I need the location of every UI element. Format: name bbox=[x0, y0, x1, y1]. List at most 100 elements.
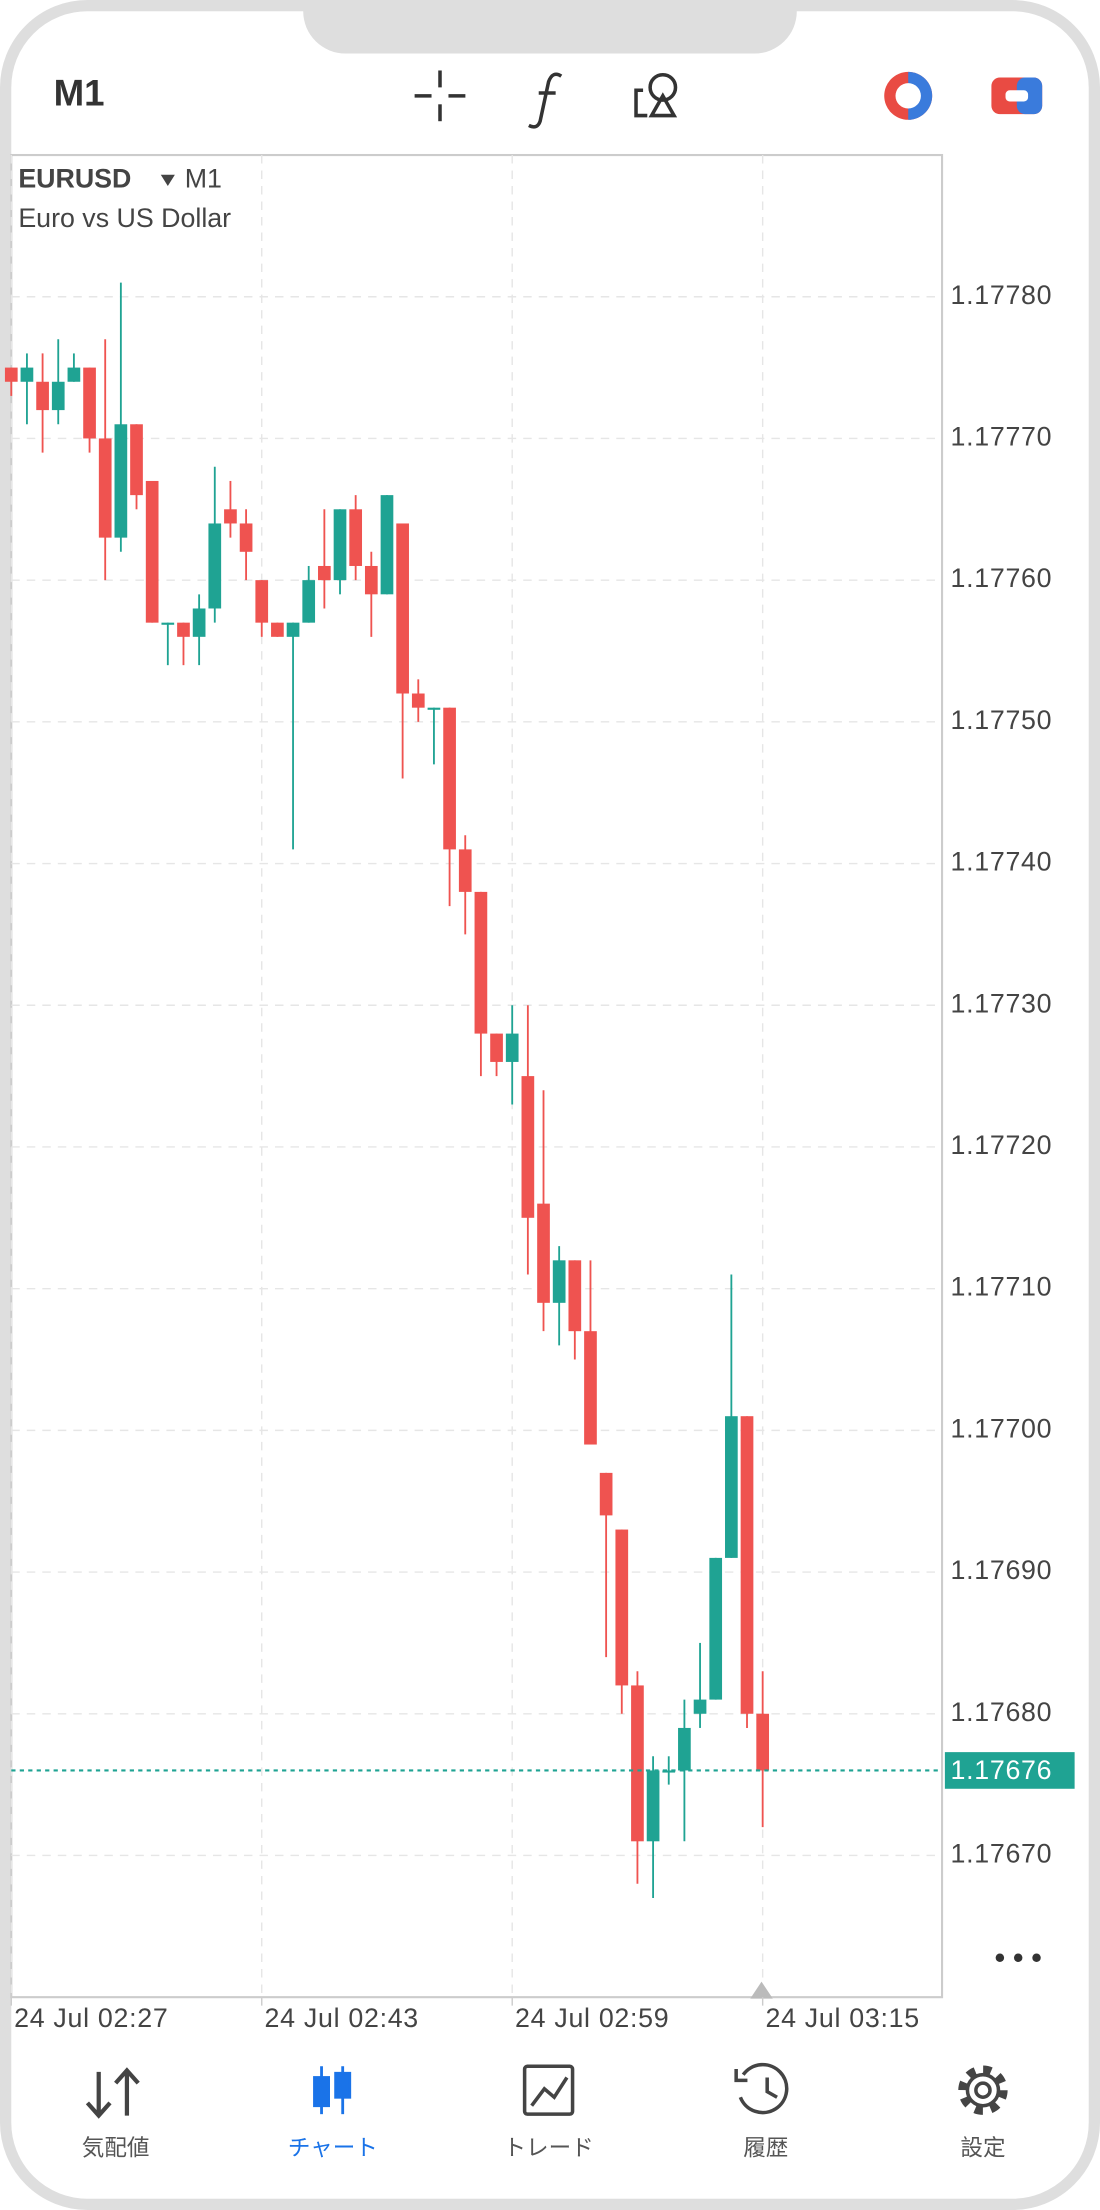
trade-tab-icon bbox=[522, 2064, 575, 2116]
candle bbox=[740, 1416, 754, 1728]
candle-body bbox=[4, 367, 18, 382]
x-tick-label: 24 Jul 03:15 bbox=[765, 2003, 919, 2033]
candle bbox=[443, 707, 456, 907]
candle bbox=[114, 282, 128, 552]
tab-label[interactable]: 設定 bbox=[960, 2135, 1005, 2160]
shift-marker bbox=[750, 1981, 773, 1999]
candle-body bbox=[302, 580, 316, 623]
candle bbox=[411, 679, 425, 722]
candle bbox=[67, 353, 81, 382]
candle-body bbox=[51, 381, 65, 411]
candle-body bbox=[427, 707, 441, 710]
candle-body bbox=[239, 523, 253, 552]
chart-icon bbox=[313, 2066, 352, 2115]
candle bbox=[302, 565, 316, 623]
one-click-icon[interactable] bbox=[884, 71, 933, 120]
candle-body bbox=[474, 891, 488, 1034]
candle-body bbox=[271, 622, 284, 637]
candle-body bbox=[380, 495, 394, 595]
candle-body bbox=[98, 438, 112, 538]
y-tick-label: 1.17670 bbox=[951, 1839, 1053, 1869]
candle bbox=[224, 480, 237, 538]
candle bbox=[192, 594, 206, 666]
candle-body bbox=[599, 1472, 613, 1516]
candle-body bbox=[709, 1557, 723, 1700]
symbol[interactable]: EURUSD bbox=[18, 163, 131, 193]
candle bbox=[599, 1472, 613, 1658]
symbol-dropdown[interactable] bbox=[160, 174, 175, 187]
notch bbox=[303, 0, 797, 54]
candle bbox=[615, 1529, 629, 1714]
candle-body bbox=[662, 1770, 676, 1773]
y-tick-label: 1.17690 bbox=[951, 1555, 1053, 1585]
candle bbox=[208, 466, 222, 623]
candle-body bbox=[208, 523, 222, 609]
candle-body bbox=[177, 622, 190, 637]
tab-label[interactable]: 気配値 bbox=[82, 2135, 150, 2160]
candle-body bbox=[537, 1203, 550, 1303]
y-tick-label: 1.17770 bbox=[951, 422, 1053, 452]
tab-label[interactable]: チャート bbox=[288, 2135, 378, 2160]
crosshair-icon[interactable] bbox=[414, 70, 466, 122]
candle-body bbox=[584, 1331, 597, 1445]
candle bbox=[51, 339, 65, 425]
candle-body bbox=[318, 565, 331, 581]
trade-icon[interactable] bbox=[991, 77, 1043, 115]
candle-body bbox=[255, 580, 269, 623]
candle bbox=[145, 480, 159, 623]
candle bbox=[271, 622, 284, 637]
candle bbox=[161, 622, 175, 666]
candle bbox=[349, 495, 363, 581]
candle bbox=[693, 1642, 707, 1728]
candle-body bbox=[693, 1699, 707, 1714]
candle-body bbox=[646, 1770, 660, 1842]
plot bbox=[4, 155, 943, 1998]
quotes-icon bbox=[85, 2067, 140, 2119]
current-price-label: 1.17676 bbox=[951, 1755, 1053, 1785]
candle-body bbox=[411, 693, 425, 708]
candle-body bbox=[364, 565, 378, 595]
indicator-icon[interactable] bbox=[528, 72, 563, 129]
candle-body bbox=[725, 1416, 738, 1558]
candle bbox=[364, 551, 378, 637]
candle bbox=[130, 424, 143, 510]
y-tick-label: 1.17710 bbox=[951, 1272, 1053, 1302]
candle bbox=[505, 1005, 519, 1105]
candle bbox=[239, 509, 253, 581]
candle-body bbox=[443, 707, 456, 850]
candle bbox=[709, 1557, 723, 1700]
candle-body bbox=[20, 367, 34, 382]
y-tick-label: 1.17780 bbox=[951, 280, 1053, 310]
candle bbox=[4, 367, 18, 396]
candle bbox=[678, 1699, 691, 1842]
candle bbox=[83, 367, 96, 453]
y-tick-label: 1.17720 bbox=[951, 1130, 1053, 1160]
candle-body bbox=[333, 509, 347, 581]
current-price-badge bbox=[944, 1752, 1075, 1789]
x-tick-label: 24 Jul 02:27 bbox=[14, 2003, 168, 2033]
candle-body bbox=[67, 367, 81, 382]
candle-body bbox=[521, 1076, 535, 1218]
candle-body bbox=[505, 1033, 519, 1062]
candle-body bbox=[458, 849, 472, 892]
more-button[interactable] bbox=[995, 1953, 1041, 1962]
x-tick-label: 24 Jul 02:43 bbox=[265, 2003, 419, 2033]
candle-body bbox=[396, 523, 409, 694]
candle-body bbox=[36, 381, 49, 411]
y-tick-label: 1.17730 bbox=[951, 988, 1053, 1018]
candle bbox=[490, 1033, 503, 1077]
tab-label[interactable]: トレード bbox=[503, 2135, 593, 2160]
candle-body bbox=[568, 1260, 582, 1332]
candle bbox=[662, 1756, 676, 1785]
candle-body bbox=[114, 424, 128, 538]
tab-label[interactable]: 履歴 bbox=[743, 2135, 788, 2160]
candle bbox=[427, 707, 441, 765]
objects-icon[interactable] bbox=[634, 72, 678, 118]
candle bbox=[646, 1756, 660, 1898]
settings-icon bbox=[958, 2065, 1008, 2115]
candle-body bbox=[130, 424, 143, 496]
candle bbox=[458, 835, 472, 935]
timeframe-button[interactable]: M1 bbox=[54, 73, 105, 114]
